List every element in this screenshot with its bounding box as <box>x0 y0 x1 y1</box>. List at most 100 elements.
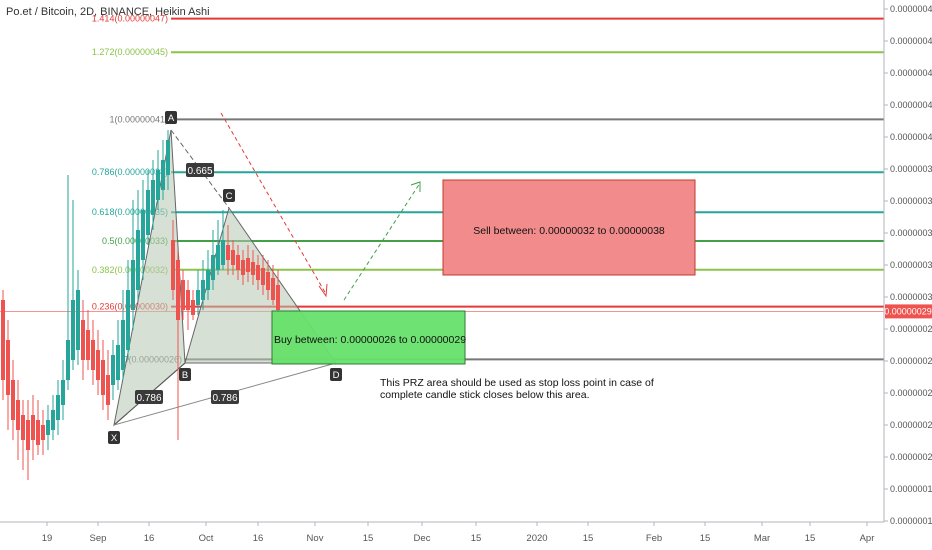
candle-body <box>81 320 85 360</box>
candle-body <box>1 300 5 380</box>
point-d: D <box>330 368 342 381</box>
candle-body <box>266 272 270 290</box>
time-axis[interactable]: 19 Sep 16 Oct 16 Nov 15 Dec 15 2020 15 Feb 15 Mar 15 Ap… <box>0 521 884 544</box>
candle-body <box>156 170 160 200</box>
time-tick-label: Oct <box>199 533 214 544</box>
candle-body <box>106 375 110 405</box>
candle-body <box>181 280 185 310</box>
time-tick-label: 15 <box>805 533 816 544</box>
point-b: B <box>179 368 191 381</box>
sell-zone[interactable]: Sell between: 0.00000032 to 0.00000038 <box>442 179 696 276</box>
time-tick-label: 16 <box>253 533 264 544</box>
candle-body <box>226 245 230 260</box>
fib-level-label: 0.786(0.00000038) <box>92 167 168 177</box>
svg-text:X: X <box>111 433 118 444</box>
candle-body <box>271 278 275 300</box>
candle-body <box>101 360 105 395</box>
current-price-tag: 0.00000029 <box>884 304 932 319</box>
fib-level-label: 0.382(0.00000032) <box>92 265 168 275</box>
candle-body <box>191 300 195 315</box>
candle-body <box>216 245 220 270</box>
candle-body <box>151 180 155 215</box>
candle-body <box>276 285 280 310</box>
time-tick-label: Nov <box>307 533 324 544</box>
candle-body <box>71 300 75 360</box>
time-tick-label: 16 <box>144 533 155 544</box>
up-arrow <box>343 182 421 301</box>
ratio-label-ac: 0.665 <box>186 163 214 177</box>
price-tick-label: 0.00000038 <box>890 164 932 174</box>
candle-body <box>6 340 10 395</box>
point-x: X <box>108 431 120 444</box>
buy-zone[interactable]: Buy between: 0.00000026 to 0.00000029 <box>271 310 466 365</box>
candle-body <box>236 255 240 270</box>
candle-body <box>46 420 50 435</box>
price-tick-label: 0.00000036 <box>890 196 932 206</box>
candle-body <box>51 410 55 430</box>
candle-body <box>121 320 125 370</box>
time-tick-label: Feb <box>646 533 662 544</box>
candle-body <box>96 350 100 380</box>
time-tick-label: Apr <box>860 533 875 544</box>
candle-body <box>31 415 35 440</box>
point-c: C <box>223 189 235 202</box>
candle-body <box>66 340 70 380</box>
price-tick-label: 0.00000044 <box>890 68 932 78</box>
price-tick-label: 0.00000024 <box>890 388 932 398</box>
time-tick-label: Mar <box>754 533 770 544</box>
buy-zone-label: Buy between: 0.00000026 to 0.00000029 <box>274 334 466 346</box>
projection-arrows <box>220 112 421 301</box>
fib-level-label: 0.618(0.00000035) <box>92 207 168 217</box>
svg-text:D: D <box>333 370 340 381</box>
price-tick-label: 0.00000046 <box>890 36 932 46</box>
ratio-label-bd: 0.786 <box>211 390 239 404</box>
candle-body <box>186 290 190 310</box>
svg-text:0.786: 0.786 <box>212 393 237 404</box>
candle-body <box>221 240 225 265</box>
candle-body <box>141 210 145 260</box>
time-tick-label: 15 <box>471 533 482 544</box>
price-tick-label: 0.00000032 <box>890 260 932 270</box>
svg-text:0.00000029: 0.00000029 <box>884 306 932 316</box>
time-tick-label: 15 <box>583 533 594 544</box>
svg-text:C: C <box>226 191 233 202</box>
candle-body <box>231 250 235 265</box>
candle-body <box>136 230 140 290</box>
candle-body <box>256 265 260 280</box>
candle-body <box>56 395 60 420</box>
time-tick-label: 15 <box>363 533 374 544</box>
candle-body <box>131 260 135 310</box>
candle-body <box>126 290 130 350</box>
price-tick-label: 0.00000018 <box>890 484 932 494</box>
candle-body <box>246 258 250 272</box>
candle-body <box>11 380 15 420</box>
price-axis[interactable]: 0.00000048 0.00000046 0.00000044 0.00000042… <box>883 0 932 550</box>
fib-level-label: 1.414(0.00000047) <box>92 14 168 24</box>
candle-body <box>166 140 170 175</box>
candle-body <box>196 290 200 305</box>
svg-text:A: A <box>168 113 175 124</box>
candle-body <box>171 240 175 290</box>
candle-body <box>241 260 245 275</box>
ratio-label-xb: 0.786 <box>135 390 163 404</box>
candle-body <box>176 260 180 320</box>
candle-body <box>116 345 120 380</box>
time-tick-label: Sep <box>90 533 107 544</box>
candle-body <box>26 420 30 450</box>
candle-body <box>16 400 20 430</box>
candle-body <box>41 425 45 440</box>
prz-note-line-1: This PRZ area should be used as stop los… <box>380 377 654 389</box>
candle-body <box>91 340 95 370</box>
candle-body <box>211 255 215 280</box>
candle-body <box>21 415 25 440</box>
price-tick-label: 0.00000028 <box>890 324 932 334</box>
candle-body <box>86 330 90 360</box>
candle-body <box>76 290 80 350</box>
svg-text:0.786: 0.786 <box>136 393 161 404</box>
time-tick-label: Dec <box>414 533 431 544</box>
